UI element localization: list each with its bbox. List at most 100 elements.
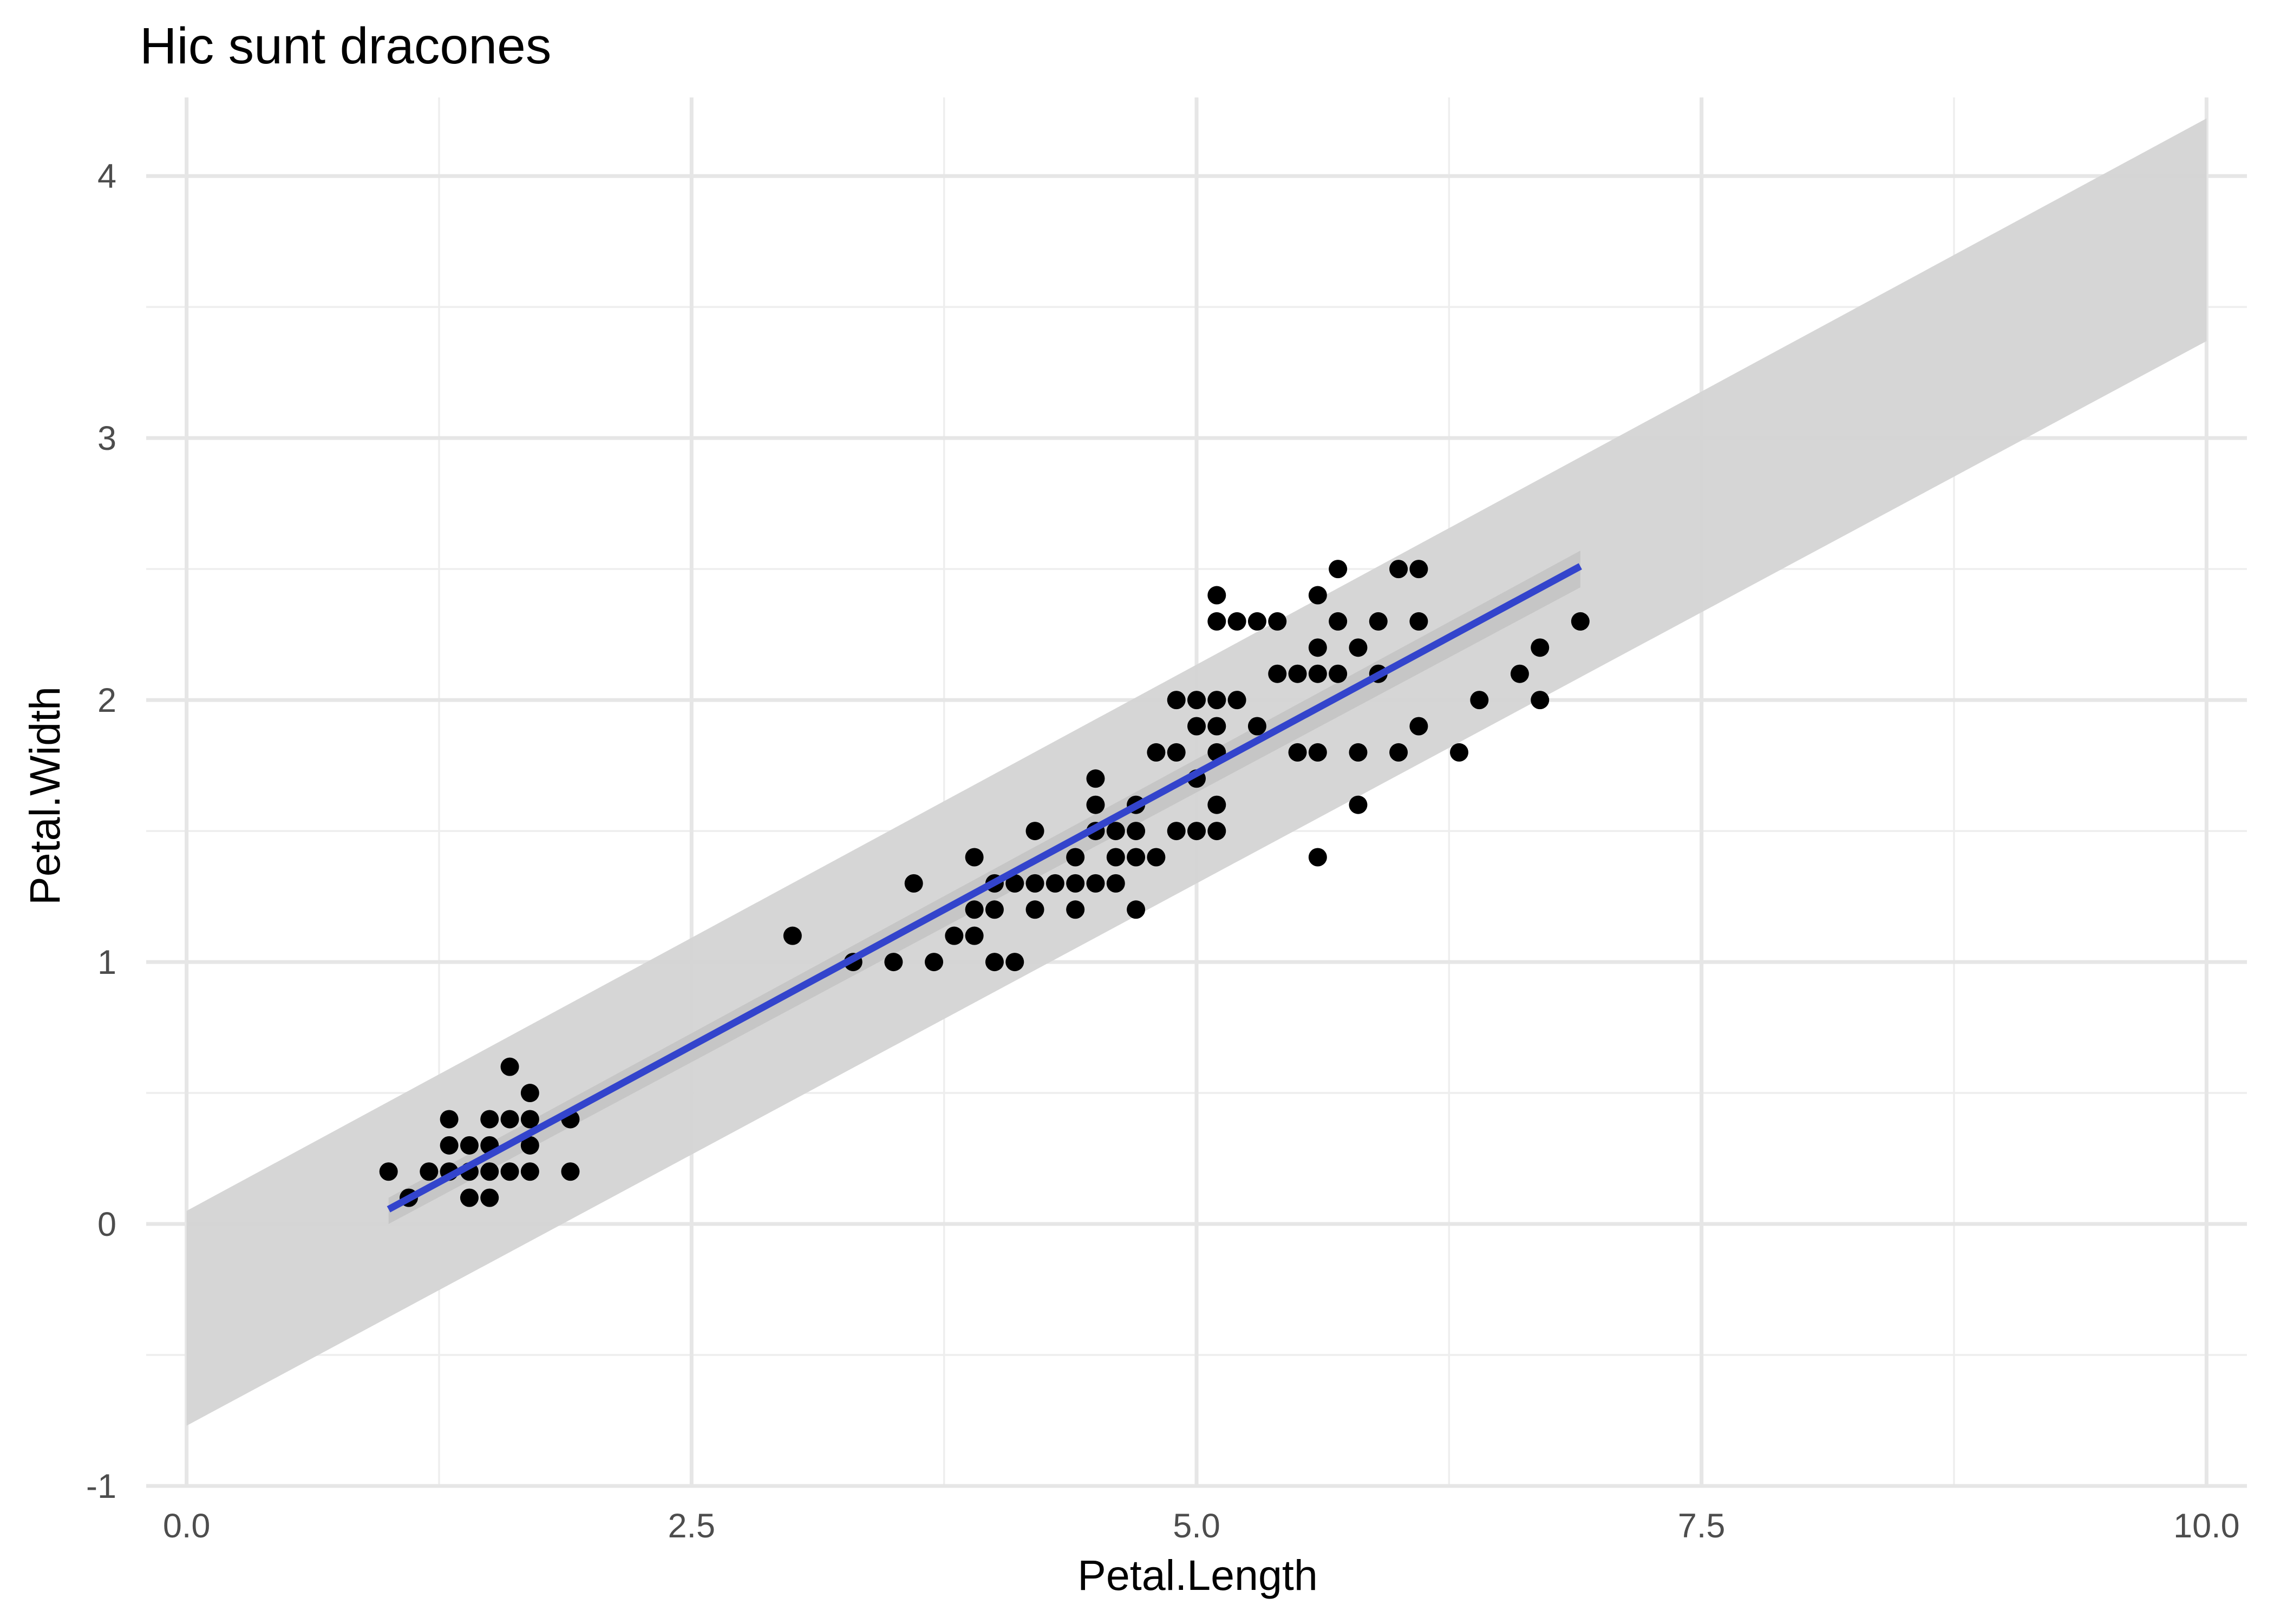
data-point: [1147, 848, 1166, 867]
data-point: [460, 1136, 479, 1155]
data-point: [1106, 848, 1125, 867]
data-point: [1207, 822, 1226, 841]
data-point: [520, 1136, 539, 1155]
data-point: [965, 848, 984, 867]
x-axis-title: Petal.Length: [1077, 1551, 1318, 1599]
y-tick-label: 4: [97, 158, 116, 195]
data-point: [1409, 560, 1428, 579]
data-point: [884, 953, 903, 972]
data-point: [965, 900, 984, 919]
data-point: [1106, 822, 1125, 841]
data-point: [1207, 586, 1226, 605]
data-point: [783, 926, 802, 945]
data-point: [1066, 874, 1085, 893]
data-point: [1045, 874, 1064, 893]
data-point: [500, 1110, 519, 1129]
data-point: [1308, 638, 1327, 657]
data-point: [1531, 638, 1550, 657]
data-point: [1510, 664, 1529, 683]
regression-line: [387, 563, 1582, 1213]
data-point: [1409, 612, 1428, 631]
data-point: [480, 1162, 499, 1181]
data-point: [1389, 743, 1408, 762]
x-tick-label: 5.0: [1173, 1507, 1220, 1545]
data-point: [945, 926, 964, 945]
data-point: [1167, 743, 1186, 762]
data-point: [1308, 586, 1327, 605]
y-tick-label: 1: [97, 944, 116, 981]
data-point: [460, 1188, 479, 1207]
data-point: [1308, 848, 1327, 867]
data-point: [1127, 822, 1146, 841]
data-point: [1167, 822, 1186, 841]
data-points: [379, 560, 1590, 1207]
data-point: [1268, 664, 1287, 683]
data-point: [1086, 769, 1105, 788]
data-point: [1349, 795, 1368, 814]
data-point: [1127, 900, 1146, 919]
data-point: [1247, 717, 1266, 736]
data-point: [1409, 717, 1428, 736]
data-point: [1086, 795, 1105, 814]
data-point: [925, 953, 943, 972]
data-point: [1308, 664, 1327, 683]
data-point: [1227, 691, 1246, 710]
data-point: [1025, 822, 1044, 841]
data-point: [1147, 743, 1166, 762]
data-point: [1369, 612, 1388, 631]
data-point: [1329, 664, 1348, 683]
chart-title: Hic sunt dracones: [140, 17, 551, 75]
data-point: [1227, 612, 1246, 631]
data-point: [1207, 691, 1226, 710]
regression-line-group: [387, 563, 1582, 1213]
data-point: [985, 953, 1004, 972]
data-point: [1268, 612, 1287, 631]
y-tick-label: -1: [86, 1468, 116, 1505]
data-point: [500, 1162, 519, 1181]
data-point: [1288, 743, 1307, 762]
data-point: [440, 1136, 459, 1155]
data-point: [420, 1162, 439, 1181]
data-point: [1571, 612, 1590, 631]
y-tick-label: 2: [97, 682, 116, 719]
data-point: [1207, 612, 1226, 631]
data-point: [1470, 691, 1489, 710]
data-point: [500, 1057, 519, 1076]
data-point: [1127, 848, 1146, 867]
data-point: [1187, 822, 1206, 841]
data-point: [1187, 717, 1206, 736]
data-point: [1531, 691, 1550, 710]
data-point: [1106, 874, 1125, 893]
data-point: [1086, 874, 1105, 893]
y-tick-label: 3: [97, 420, 116, 457]
data-point: [1025, 900, 1044, 919]
data-point: [440, 1110, 459, 1129]
y-axis-ticks: -1 0 1 2 3 4: [86, 158, 116, 1505]
data-point: [561, 1162, 580, 1181]
y-tick-label: 0: [97, 1206, 116, 1243]
data-point: [1450, 743, 1468, 762]
x-axis-ticks: 0.0 2.5 5.0 7.5 10.0: [163, 1507, 2240, 1545]
data-point: [1329, 560, 1348, 579]
data-point: [1207, 795, 1226, 814]
data-point: [1329, 612, 1348, 631]
data-point: [1066, 848, 1085, 867]
data-point: [1308, 743, 1327, 762]
y-axis-title: Petal.Width: [21, 686, 69, 905]
x-tick-label: 10.0: [2173, 1507, 2240, 1545]
x-tick-label: 2.5: [668, 1507, 716, 1545]
data-point: [1167, 691, 1186, 710]
data-point: [1025, 874, 1044, 893]
data-point: [379, 1162, 398, 1181]
data-point: [1005, 874, 1024, 893]
x-tick-label: 7.5: [1678, 1507, 1726, 1545]
data-point: [1247, 612, 1266, 631]
data-point: [520, 1110, 539, 1129]
x-tick-label: 0.0: [163, 1507, 211, 1545]
data-point: [1349, 638, 1368, 657]
data-point: [1288, 664, 1307, 683]
data-point: [1207, 717, 1226, 736]
data-point: [1005, 953, 1024, 972]
